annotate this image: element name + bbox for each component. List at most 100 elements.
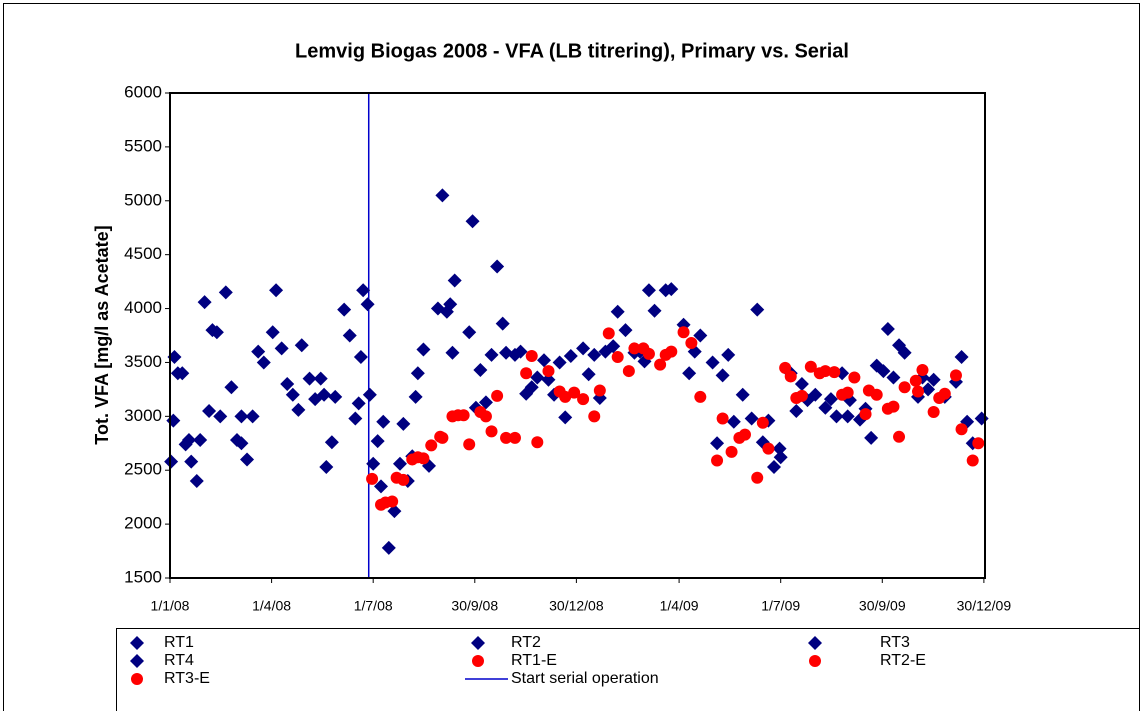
plot-area <box>170 93 985 578</box>
data-point <box>324 435 339 450</box>
data-point <box>425 439 438 452</box>
legend-label: RT2 <box>511 634 541 651</box>
data-point <box>744 411 759 426</box>
data-point <box>356 283 371 298</box>
y-tick-label: 2500 <box>124 460 162 479</box>
data-point <box>912 385 925 398</box>
data-point <box>808 387 823 402</box>
data-point <box>966 454 979 467</box>
legend-marker <box>131 673 143 685</box>
data-point <box>193 433 208 448</box>
data-point <box>189 474 204 488</box>
data-point <box>319 459 334 474</box>
data-point <box>353 350 368 365</box>
y-tick-label: 2000 <box>124 514 162 533</box>
data-point <box>530 370 545 385</box>
legend-marker <box>130 654 144 668</box>
data-point <box>274 341 289 356</box>
data-point <box>256 355 271 370</box>
data-point <box>735 387 750 402</box>
data-point <box>328 389 343 404</box>
data-point <box>949 369 962 382</box>
data-point <box>337 302 352 317</box>
data-point <box>531 436 544 449</box>
data-point <box>954 350 969 365</box>
data-point <box>291 402 306 417</box>
data-point <box>587 347 602 362</box>
data-point <box>473 362 488 377</box>
data-point <box>342 328 357 343</box>
chart-title: Lemvig Biogas 2008 - VFA (LB titrering),… <box>295 40 849 62</box>
data-point <box>463 438 476 451</box>
data-point <box>766 459 781 474</box>
data-point <box>375 498 388 511</box>
data-point <box>859 408 872 421</box>
x-tick-label: 30/12/09 <box>957 598 1012 614</box>
data-point <box>205 323 220 338</box>
data-point <box>750 302 765 317</box>
data-point <box>202 403 217 418</box>
data-point <box>559 390 572 403</box>
y-tick-label: 5500 <box>124 136 162 155</box>
data-point <box>269 283 284 298</box>
data-point <box>893 430 906 443</box>
y-tick-label: 6000 <box>124 82 162 101</box>
data-point <box>280 377 295 391</box>
data-point <box>779 361 792 374</box>
legend-label: Start serial operation <box>511 670 659 687</box>
data-point <box>637 342 650 355</box>
data-point <box>909 374 922 387</box>
data-point <box>525 349 538 362</box>
legend-label: RT4 <box>164 652 194 669</box>
data-point <box>840 409 855 424</box>
data-point <box>892 338 907 353</box>
data-point <box>972 437 985 450</box>
data-point <box>773 450 788 465</box>
data-point <box>366 456 381 471</box>
data-point <box>602 327 615 340</box>
data-point <box>784 370 797 383</box>
legend-marker <box>472 655 484 667</box>
data-point <box>445 345 460 360</box>
data-point <box>593 384 606 397</box>
data-point <box>921 382 936 397</box>
legend-marker <box>130 636 144 650</box>
data-point <box>828 366 841 379</box>
data-point <box>485 425 498 438</box>
x-tick-label: 30/12/08 <box>549 598 604 614</box>
data-point <box>224 380 239 395</box>
data-point <box>170 366 185 381</box>
data-point <box>366 472 379 485</box>
data-point <box>519 386 534 401</box>
y-tick-label: 4000 <box>124 298 162 317</box>
data-point <box>240 452 255 467</box>
legend-label: RT1 <box>164 634 194 651</box>
data-point <box>484 347 499 362</box>
legend-label: RT3-E <box>164 670 210 687</box>
data-point <box>462 325 477 340</box>
x-tick-label: 1/4/09 <box>660 598 699 614</box>
data-point <box>542 365 555 378</box>
x-tick-label: 1/4/08 <box>252 598 291 614</box>
legend-box <box>116 628 1140 711</box>
data-point <box>654 358 667 371</box>
x-tick-label: 30/9/09 <box>859 598 906 614</box>
x-tick-label: 30/9/08 <box>451 598 498 614</box>
data-point <box>495 316 510 331</box>
legend-label: RT2-E <box>880 652 926 669</box>
data-point <box>588 410 601 423</box>
data-point <box>317 387 332 402</box>
data-point <box>693 328 708 343</box>
data-point <box>478 395 493 410</box>
data-point <box>711 454 724 467</box>
data-point <box>294 338 309 353</box>
data-point <box>552 355 567 370</box>
plot-border <box>169 92 986 579</box>
legend-marker <box>808 636 822 650</box>
data-point <box>474 406 487 419</box>
data-point <box>218 285 233 300</box>
data-point <box>898 381 911 394</box>
data-point <box>213 409 228 424</box>
data-point <box>197 295 212 310</box>
